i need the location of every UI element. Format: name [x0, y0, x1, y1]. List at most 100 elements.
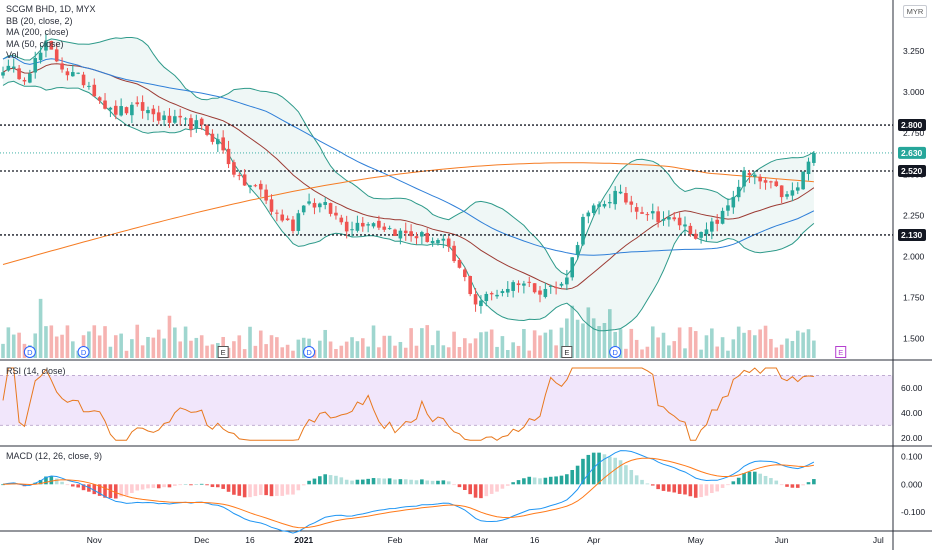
macd-histogram-bar	[130, 484, 134, 493]
candle-body	[151, 108, 156, 115]
volume-bar	[398, 341, 403, 358]
volume-bar	[210, 344, 215, 358]
volume-bar	[608, 309, 612, 358]
price-tag: 2.130	[898, 228, 926, 241]
volume-bar	[667, 345, 671, 358]
candle-body	[602, 204, 607, 207]
volume-bar	[634, 339, 639, 358]
macd-histogram-bar	[672, 484, 677, 493]
candle-body	[189, 118, 193, 130]
macd-histogram-bar	[543, 477, 548, 485]
candle-body	[656, 211, 660, 223]
macd-histogram-bar	[301, 484, 306, 486]
legend-vol[interactable]: Vol	[6, 50, 19, 60]
macd-histogram-bar	[522, 478, 526, 485]
candle-body	[624, 193, 628, 203]
candle-body	[446, 238, 451, 247]
candle-body	[790, 190, 795, 196]
candle-body	[76, 72, 80, 74]
volume-bar	[318, 340, 322, 358]
candle-body	[38, 52, 43, 61]
legend-bb[interactable]: BB (20, close, 2)	[6, 15, 73, 26]
candle-body	[178, 115, 183, 118]
macd-histogram-bar	[758, 473, 762, 485]
candle-body	[806, 161, 811, 175]
currency-badge[interactable]: MYR	[903, 5, 927, 18]
macd-histogram-bar	[366, 478, 370, 485]
candle-body	[463, 269, 467, 278]
x-tick: Feb	[388, 535, 403, 545]
candle-body	[414, 236, 419, 239]
volume-bar	[162, 338, 166, 358]
candle-body	[554, 287, 558, 289]
legend-ma200[interactable]: MA (200, close)	[6, 27, 69, 37]
candle-body	[645, 214, 650, 216]
price-tag-box	[898, 164, 926, 177]
volume-bar	[140, 345, 145, 358]
volume-bar	[232, 341, 236, 358]
candle-body	[688, 225, 693, 234]
candle-body	[248, 185, 252, 188]
macd-histogram-bar	[795, 484, 800, 488]
volume-bar	[645, 346, 650, 358]
candle-body	[140, 102, 145, 111]
candle-body	[307, 201, 311, 204]
volume-bar	[130, 339, 134, 358]
dividend-marker: D	[609, 346, 622, 358]
macd-histogram-bar	[237, 484, 242, 496]
candle-body	[387, 228, 392, 230]
volume-bar	[151, 337, 156, 358]
x-tick: 16	[245, 535, 255, 545]
volume-bar	[355, 341, 360, 358]
price-tick: 3.250	[903, 46, 925, 56]
candle-body	[430, 240, 435, 244]
volume-bar	[532, 330, 537, 358]
candle-body	[81, 74, 86, 86]
volume-bar	[586, 307, 591, 358]
volume-bar	[570, 305, 575, 358]
volume-bar	[328, 341, 333, 358]
macd-histogram-bar	[135, 484, 140, 491]
candle-body	[183, 118, 188, 120]
macd-histogram-bar	[715, 484, 720, 492]
candle-body	[409, 231, 413, 237]
macd-histogram-bar	[704, 484, 709, 496]
candle-body	[704, 229, 709, 235]
earnings-box	[835, 346, 847, 358]
volume-bar	[801, 332, 805, 358]
macd-histogram-bar	[581, 458, 585, 485]
macd-histogram-bar	[710, 484, 714, 494]
volume-bar	[242, 349, 247, 358]
candle-body	[167, 115, 172, 123]
macd-histogram-bar	[634, 475, 639, 485]
event-letter: E	[838, 348, 843, 357]
macd-histogram-bar	[140, 484, 145, 490]
candle-body	[398, 230, 403, 239]
candle-body	[92, 84, 97, 97]
candle-body	[473, 294, 478, 305]
volume-bar	[774, 347, 779, 358]
volume-bar	[403, 347, 408, 358]
volume-bar	[446, 347, 451, 358]
volume-bar	[747, 330, 752, 358]
macd-histogram-bar	[414, 480, 419, 485]
macd-histogram-bar	[457, 484, 462, 488]
volume-bar	[511, 342, 515, 358]
volume-bar	[344, 341, 349, 358]
volume-bar	[173, 327, 177, 358]
macd-histogram-bar	[650, 484, 655, 486]
macd-histogram-bar	[393, 479, 397, 485]
legend-ma50[interactable]: MA (50, close)	[6, 38, 64, 49]
macd-histogram-bar	[38, 479, 43, 485]
macd-label[interactable]: MACD (12, 26, close, 9)	[6, 451, 103, 461]
macd-histogram-bar	[812, 479, 816, 485]
macd-histogram-bar	[613, 457, 617, 485]
volume-bar	[753, 335, 757, 358]
volume-bar	[575, 319, 580, 358]
rsi-label[interactable]: RSI (14, close)	[6, 366, 66, 376]
macd-histogram-bar	[446, 481, 451, 485]
candle-body	[11, 66, 16, 69]
volume-bar	[414, 345, 419, 358]
ma200-line	[2, 162, 814, 265]
